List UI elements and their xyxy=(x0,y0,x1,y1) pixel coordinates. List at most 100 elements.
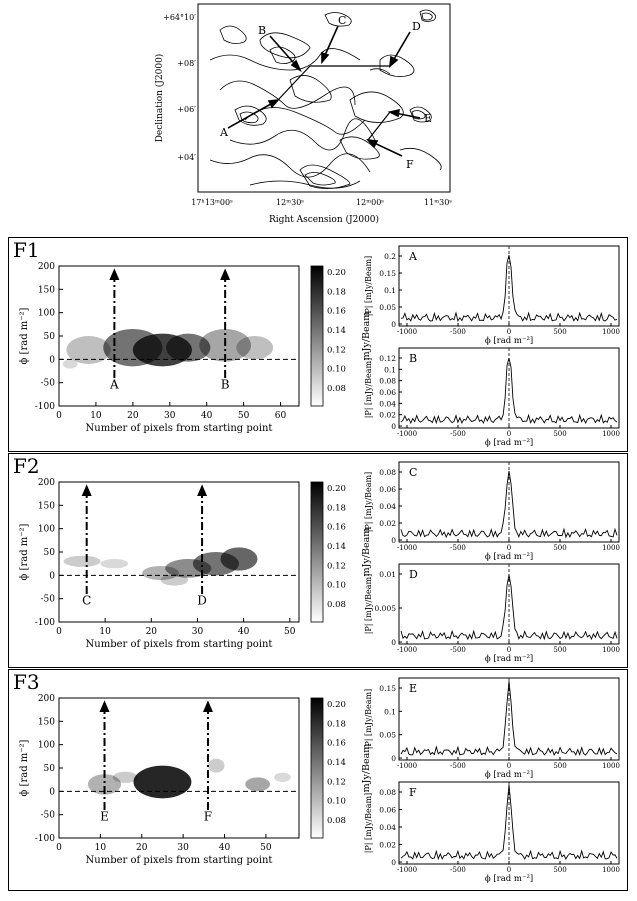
spectrum-curve xyxy=(400,574,618,641)
spectrum-ytick-label: 0 xyxy=(391,638,396,647)
colorbar xyxy=(310,481,324,623)
colorbar-tick-label: 0.18 xyxy=(327,503,346,513)
spectrum-xtick-label: 500 xyxy=(553,646,566,654)
spectrum-xtick-label: 1000 xyxy=(602,544,620,552)
colorbar-label: mJy/Beam xyxy=(361,312,372,361)
image-ylabel: ϕ [rad m⁻²] xyxy=(19,307,30,364)
image-xtick-label: 30 xyxy=(177,843,189,853)
emission-blob xyxy=(220,547,258,571)
spectrum-label: E xyxy=(409,682,417,695)
image-xtick-label: 10 xyxy=(99,627,111,637)
emission-blobs xyxy=(87,758,291,799)
map-label-c: C xyxy=(338,14,346,27)
colorbar-tick-label: 0.12 xyxy=(327,777,346,787)
panel-f3: F3 200 150 100 50 0 -50 -100 0 10 20 30 40 50 Number … xyxy=(8,669,628,891)
spectrum-xtick-label: 1000 xyxy=(602,430,620,438)
spectrum-ylabel: |P| [mJy/Beam] xyxy=(364,472,373,533)
marker-label: E xyxy=(100,809,109,823)
spectrum-xtick-label: 1000 xyxy=(602,328,620,336)
map-xtick-2: 12ᵐ00ˢ xyxy=(356,198,384,207)
map-label-a: A xyxy=(219,126,229,139)
image-xtick-label: 20 xyxy=(146,627,158,637)
panel-title: F1 xyxy=(13,238,40,262)
spectrum-xtick-label: 0 xyxy=(507,866,511,874)
colorbar-tick-label: 0.12 xyxy=(327,345,346,355)
marker-arrowhead xyxy=(81,484,92,496)
emission-blob xyxy=(142,566,180,580)
spectrum-ytick-label: 0.01 xyxy=(379,570,396,579)
image-xtick-label: 40 xyxy=(201,411,213,421)
image-xtick-label: 50 xyxy=(260,843,272,853)
image-ytick-label: 50 xyxy=(44,764,56,774)
emission-blob xyxy=(87,774,122,795)
emission-blob xyxy=(63,555,101,567)
image-frame xyxy=(58,697,300,839)
map-xtick-1: 12ᵐ30ˢ xyxy=(276,198,304,207)
panel-title: F3 xyxy=(13,670,40,694)
image-xtick-label: 60 xyxy=(275,411,287,421)
spectrum-label: B xyxy=(409,352,417,365)
marker-label: F xyxy=(204,809,212,823)
spectrum-xtick-label: -500 xyxy=(450,328,466,336)
map-ytick-3: +04′ xyxy=(177,153,196,162)
marker-label: D xyxy=(197,593,207,607)
spectrum-ytick-label: 0.1 xyxy=(384,286,396,295)
spectrum-xlabel: ϕ [rad m⁻²] xyxy=(485,654,533,664)
colorbar-tick-label: 0.20 xyxy=(327,700,346,710)
colorbar-tick-label: 0.16 xyxy=(327,523,346,533)
spectrum-label: C xyxy=(409,466,417,479)
spectrum-ylabel: |P| [mJy/Beam] xyxy=(364,256,373,317)
colorbar-tick-label: 0.12 xyxy=(327,561,346,571)
marker-arrowhead xyxy=(220,268,231,280)
emission-blob xyxy=(207,758,225,773)
spectrum-xlabel: ϕ [rad m⁻²] xyxy=(485,438,533,448)
image-xtick-label: 10 xyxy=(95,843,107,853)
colorbar-tick-label: 0.18 xyxy=(327,287,346,297)
marker-label: B xyxy=(221,377,230,391)
panel-f2: F2 200 150 100 50 0 -50 -100 0 10 20 30 40 50 Number … xyxy=(8,453,628,668)
spectrum-ytick-label: 0.02 xyxy=(379,841,396,850)
spectrum-xtick-label: 500 xyxy=(553,544,566,552)
map-xlabel: Right Ascension (J2000) xyxy=(269,214,379,225)
colorbar xyxy=(310,697,324,839)
image-ytick-label: -100 xyxy=(35,618,55,628)
emission-blob xyxy=(236,336,274,360)
spectrum-curve xyxy=(400,357,618,425)
spectrum-ytick-label: 0.06 xyxy=(379,388,396,397)
marker-arrowhead xyxy=(197,484,208,496)
emission-blob xyxy=(62,359,78,369)
spectrum-xlabel: ϕ [rad m⁻²] xyxy=(485,336,533,346)
colorbar-tick-label: 0.20 xyxy=(327,268,346,278)
image-xtick-label: 50 xyxy=(284,627,296,637)
spectrum-ytick-label: 0.05 xyxy=(379,303,396,312)
image-xtick-label: 20 xyxy=(127,411,139,421)
marker-arrowhead xyxy=(109,268,120,280)
image-ytick-label: 150 xyxy=(38,717,55,727)
spectrum-curve xyxy=(400,785,618,861)
spectrum-label: A xyxy=(408,250,418,263)
spectrum-ytick-label: 0.15 xyxy=(379,684,396,693)
colorbar-tick-label: 0.14 xyxy=(327,326,346,336)
spectrum-curve xyxy=(400,255,618,322)
spectrum-ytick-label: 0.06 xyxy=(379,806,396,815)
spectrum-xtick-label: 500 xyxy=(553,328,566,336)
colorbar-label: mJy/Beam xyxy=(361,744,372,793)
spectrum-ytick-label: 0.04 xyxy=(379,502,396,511)
image-xtick-label: 40 xyxy=(219,843,231,853)
spectrum-xtick-label: 500 xyxy=(553,430,566,438)
spectrum-xtick-label: 1000 xyxy=(602,866,620,874)
image-ytick-label: 150 xyxy=(38,285,55,295)
image-ytick-label: 0 xyxy=(49,571,55,581)
colorbar xyxy=(310,265,324,407)
map-ytick-0: +64°10′ xyxy=(163,13,196,22)
spectrum-ylabel: |P| [mJy/Beam] xyxy=(364,793,373,854)
spectrum-xtick-label: -1000 xyxy=(397,328,417,336)
spectrum-xtick-label: -500 xyxy=(450,866,466,874)
spectrum-xtick-label: -1000 xyxy=(397,544,417,552)
map-xtick-3: 11ᵐ30ˢ xyxy=(424,198,452,207)
image-xtick-label: 40 xyxy=(238,627,250,637)
emission-blob xyxy=(66,336,111,364)
spectrum-ytick-label: 0 xyxy=(391,754,396,763)
